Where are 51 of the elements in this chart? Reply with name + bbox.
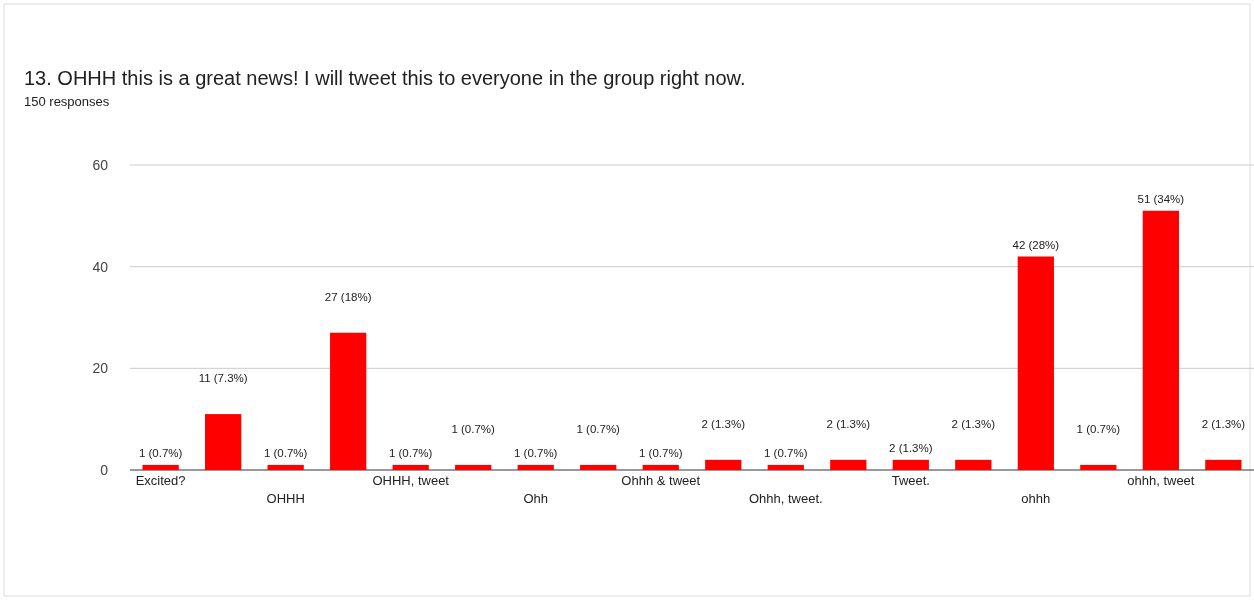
data-label: 27 (18%) — [324, 290, 372, 303]
y-tick-label: 60 — [92, 156, 109, 173]
x-tick-label: OHHH, tweet — [372, 472, 450, 488]
bar — [205, 414, 242, 470]
x-tick-label: Tweet. — [891, 472, 930, 488]
data-label: 51 (34%) — [1137, 192, 1185, 205]
data-label: 42 (28%) — [1012, 238, 1060, 251]
data-label: 1 (0.7%) — [764, 446, 808, 459]
bar — [830, 459, 867, 470]
x-tick-label: OHHH — [266, 490, 305, 506]
data-label: 2 (1.3%) — [951, 417, 996, 430]
data-label: 2 (1.3%) — [1201, 417, 1246, 430]
y-tick-label: 40 — [92, 258, 109, 275]
data-label: 1 (0.7%) — [451, 422, 496, 435]
data-label: 1 (0.7%) — [513, 446, 558, 459]
bar — [392, 464, 429, 470]
chart-title: 13. OHHH this is a great news! I will tweet this to everyone in the group right now. — [24, 67, 746, 89]
data-label: 1 (0.7%) — [1076, 422, 1121, 435]
bar — [705, 459, 742, 470]
bar — [1017, 256, 1054, 470]
x-tick-label: Ohh — [523, 490, 548, 506]
bar — [1080, 464, 1117, 470]
bar — [517, 464, 554, 470]
bar — [955, 459, 992, 470]
data-label: 1 (0.7%) — [263, 446, 308, 459]
data-label: 1 (0.7%) — [576, 422, 621, 435]
data-label: 2 (1.3%) — [889, 441, 933, 454]
data-label: 1 (0.7%) — [639, 446, 683, 459]
y-tick-label: 20 — [92, 360, 109, 377]
bar — [142, 464, 179, 470]
data-label: 1 (0.7%) — [388, 446, 433, 459]
x-tick-label: Ohhh, tweet. — [748, 490, 823, 506]
bar — [892, 459, 929, 470]
x-tick-label: ohhh — [1021, 490, 1051, 506]
x-tick-label: Ohhh & tweet — [621, 472, 701, 488]
x-tick-label: Excited? — [135, 472, 186, 488]
data-label: 1 (0.7%) — [138, 446, 183, 459]
bar — [580, 464, 617, 470]
bar — [330, 332, 367, 470]
x-tick-label: ohhh, tweet — [1127, 472, 1195, 488]
y-tick-label: 0 — [100, 461, 109, 478]
data-label: 2 (1.3%) — [826, 417, 871, 430]
bar — [767, 464, 804, 470]
data-label: 11 (7.3%) — [198, 372, 248, 385]
bar — [1205, 459, 1242, 470]
data-label: 2 (1.3%) — [701, 417, 746, 430]
bar — [455, 464, 492, 470]
bar — [267, 464, 304, 470]
chart-subtitle: 150 responses — [24, 94, 110, 109]
bar — [1142, 210, 1179, 470]
bar — [642, 464, 679, 470]
